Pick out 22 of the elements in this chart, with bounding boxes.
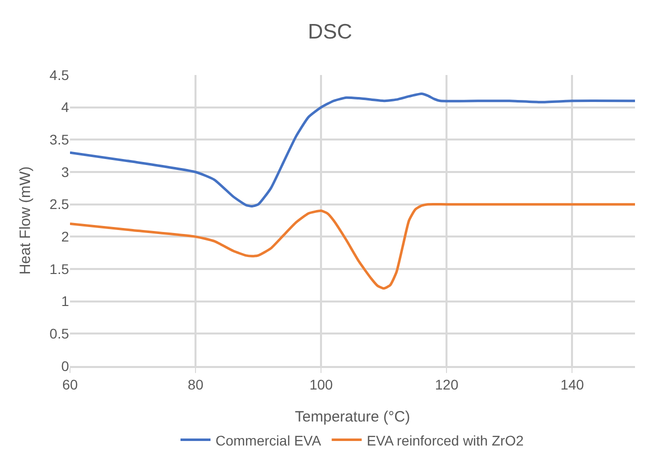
line-series — [70, 92, 635, 208]
y-axis-title: Heat Flow (mW) — [17, 166, 34, 275]
y-tick-label: 0.5 — [50, 326, 70, 342]
x-tick-label: 80 — [188, 376, 204, 393]
y-tick-label: 1.5 — [50, 260, 70, 277]
y-tick-label: 0 — [61, 358, 70, 374]
x-axis-title: Temperature (°C) — [294, 408, 410, 426]
x-tick-label: 140 — [560, 376, 584, 393]
x-tick-label: 120 — [434, 376, 459, 393]
y-tick-label: 3 — [61, 164, 70, 180]
x-tick-label: 60 — [62, 376, 78, 393]
x-tick-label: 100 — [309, 376, 334, 393]
y-tick-label: 3.5 — [50, 132, 70, 148]
y-tick-label: 4 — [61, 99, 70, 116]
y-tick-label: 1 — [61, 293, 70, 310]
legend-label: EVA reinforced with ZrO2 — [366, 432, 524, 448]
chart-title: DSC — [308, 20, 352, 44]
line-series — [70, 202, 635, 290]
y-tick-label: 2.5 — [50, 196, 70, 212]
legend-label: Commercial EVA — [216, 432, 322, 448]
y-tick-label: 2 — [61, 228, 70, 245]
y-tick-label: 4.5 — [50, 66, 70, 83]
